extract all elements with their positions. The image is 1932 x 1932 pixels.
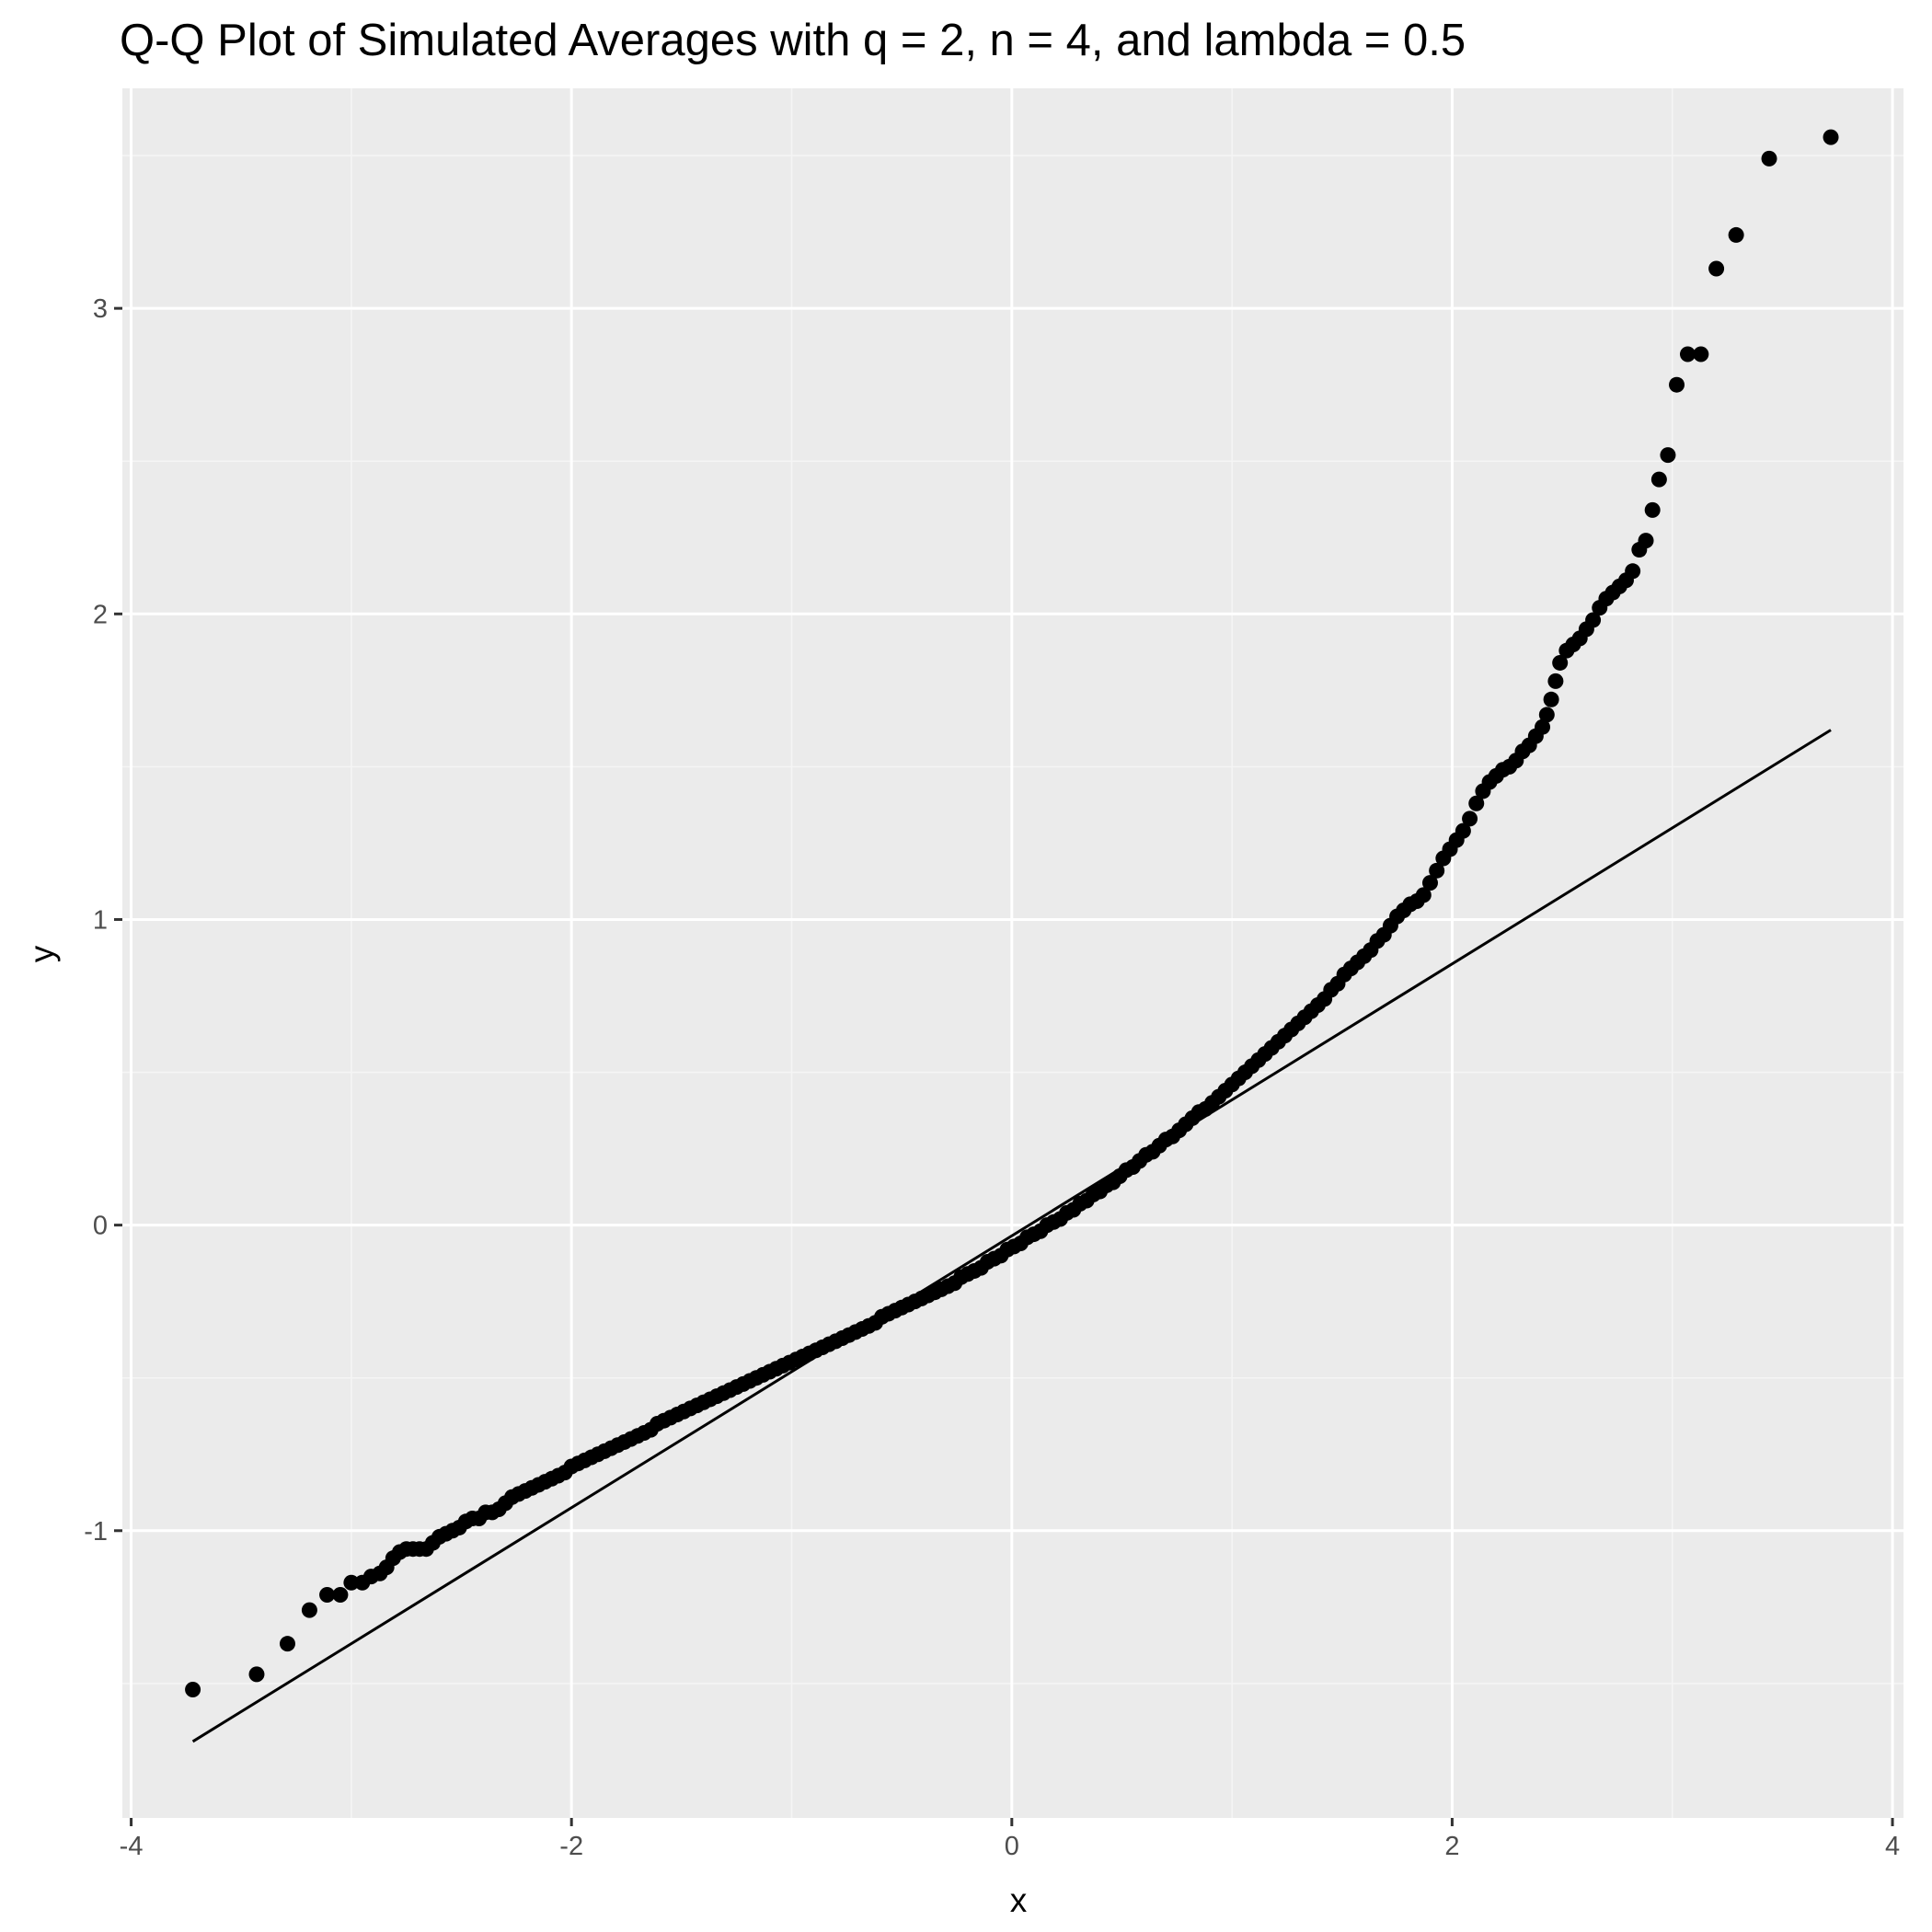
data-points [185, 129, 1839, 1697]
data-point [1679, 346, 1696, 362]
data-point [1650, 471, 1667, 488]
x-tick-label: 4 [1885, 1832, 1900, 1861]
reference-line [191, 729, 1832, 1743]
y-axis: -1 0 1 2 3 [84, 294, 122, 1547]
data-point [1693, 346, 1709, 362]
data-point [1543, 691, 1559, 707]
y-tick-label: 3 [93, 294, 108, 324]
x-tick-label: -4 [120, 1832, 144, 1861]
data-point [343, 1574, 360, 1591]
data-point [1547, 673, 1564, 689]
data-point [1421, 875, 1438, 891]
x-tick-label: -2 [559, 1832, 583, 1861]
data-point [1708, 260, 1725, 277]
x-axis-title: x [1010, 1881, 1028, 1919]
data-point [319, 1587, 336, 1604]
data-point [1728, 226, 1744, 243]
x-tick-label: 2 [1444, 1832, 1459, 1861]
data-point [332, 1587, 349, 1604]
y-axis-title: y [23, 945, 61, 962]
data-point [1429, 862, 1445, 879]
data-point [1462, 811, 1478, 827]
data-point [1468, 795, 1485, 811]
data-point [1761, 150, 1777, 167]
y-tick-label: 1 [93, 905, 108, 935]
x-axis: -4 -2 0 2 4 [120, 1818, 1900, 1861]
data-point [1538, 707, 1555, 723]
y-tick-label: 0 [93, 1212, 108, 1241]
data-point [1823, 129, 1839, 145]
data-point [1660, 447, 1676, 464]
data-point [1552, 654, 1569, 671]
data-point [1535, 719, 1551, 735]
data-point [1669, 376, 1685, 393]
data-point [1585, 612, 1602, 628]
data-point [185, 1681, 201, 1697]
chart-title: Q-Q Plot of Simulated Averages with q = … [120, 16, 1466, 65]
data-point [279, 1636, 295, 1652]
data-point [1415, 887, 1432, 903]
y-tick-label: 2 [93, 600, 108, 629]
y-tick-label: -1 [84, 1517, 108, 1547]
data-point [1638, 533, 1654, 549]
data-point [1455, 822, 1471, 839]
data-point [1625, 563, 1641, 580]
data-point [301, 1602, 317, 1618]
data-point [248, 1666, 265, 1683]
data-point [1644, 501, 1661, 518]
x-tick-label: 0 [1005, 1832, 1019, 1861]
major-gridlines [122, 88, 1903, 1818]
